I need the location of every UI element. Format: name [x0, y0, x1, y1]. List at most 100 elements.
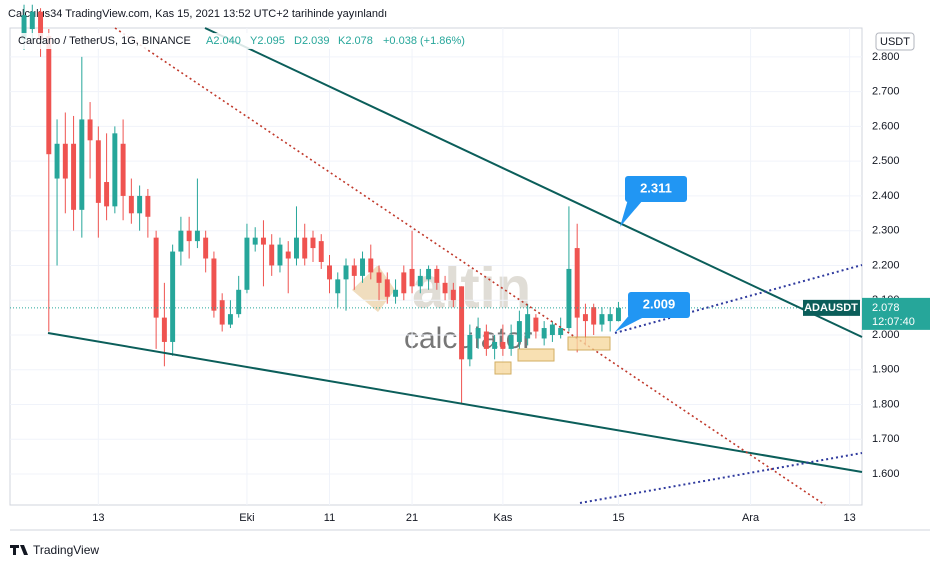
candle-body [566, 268, 572, 329]
candle-body [120, 143, 126, 196]
candle-body [62, 143, 68, 179]
candle-body [203, 237, 209, 259]
candle-body [260, 237, 266, 245]
y-tick-label: 2.800 [872, 51, 900, 63]
zone-box [494, 361, 512, 375]
candle-body [376, 272, 382, 283]
callout-pointer [620, 196, 643, 227]
x-tick-label: 13 [843, 512, 855, 524]
y-tick-label: 2.600 [872, 120, 900, 132]
legend-change: +0.038 (+1.86%) [383, 35, 465, 47]
candle-body [21, 15, 27, 40]
candle-body [615, 307, 621, 322]
candle-body [401, 272, 407, 294]
y-tick-label: 2.400 [872, 190, 900, 202]
candle-body [450, 289, 456, 301]
price-box [862, 297, 930, 330]
x-tick-label: Eki [239, 512, 254, 524]
trend-line [204, 27, 863, 338]
callout-box [625, 176, 687, 202]
candle-body [459, 286, 465, 360]
symbol-box [803, 299, 860, 316]
candle-body [194, 230, 200, 242]
candle-body [145, 195, 151, 217]
candle-body [426, 268, 432, 280]
candle-body [95, 140, 101, 203]
plot-frame [9, 27, 863, 506]
candle-body [318, 241, 324, 262]
footer: TradingView [33, 543, 99, 557]
callout-box [628, 292, 690, 318]
candle-body [71, 143, 77, 210]
y-tick-label: 1.900 [872, 364, 900, 376]
candle-body [434, 268, 440, 283]
candle-body [112, 133, 118, 207]
x-tick-label: 11 [324, 512, 335, 524]
candle-body [178, 230, 184, 252]
candle-body [516, 321, 522, 342]
x-tick-label: 13 [92, 512, 104, 524]
candle-body [54, 143, 60, 179]
candle-body [467, 334, 473, 360]
candle-body [607, 314, 613, 322]
candle-body [549, 324, 555, 335]
drawings [47, 27, 863, 506]
candle-body [360, 258, 365, 276]
candle-body [599, 314, 605, 325]
candle-body [104, 182, 110, 207]
candle-body [500, 341, 506, 349]
candle-body [533, 317, 539, 332]
legend-low: D2.039 [294, 35, 329, 47]
currency-box [875, 32, 915, 51]
candle-body [475, 328, 481, 339]
tv-logo [10, 545, 28, 555]
candle-body [277, 244, 283, 266]
candle-body [186, 230, 192, 242]
candle-body [170, 251, 176, 342]
candle-body [269, 244, 275, 266]
candle-body [302, 237, 308, 259]
candle-body [525, 314, 531, 339]
candle-body [492, 341, 498, 349]
candle-body [574, 248, 580, 318]
legend-close: K2.078 [338, 35, 373, 47]
x-tick-label: Ara [742, 512, 760, 524]
y-tick-label: 1.800 [872, 398, 900, 410]
y-tick-label: 2.200 [872, 259, 900, 271]
candle-body [161, 317, 167, 342]
candle-body [79, 119, 85, 210]
candle-body [343, 265, 349, 280]
candle-body [310, 237, 316, 249]
x-tick-label: Kas [493, 512, 512, 524]
marks [10, 4, 862, 505]
candle-body [153, 237, 159, 318]
candle-body [244, 237, 250, 290]
candle-body [294, 237, 299, 259]
candle-body [29, 11, 35, 30]
legend-open: A2.040 [206, 35, 241, 47]
candle-body [368, 258, 374, 273]
candle-body [409, 268, 415, 287]
candle-body [417, 275, 423, 287]
candle-body [128, 195, 134, 214]
y-tick-label: 2.500 [872, 155, 900, 167]
trend-line [47, 332, 863, 473]
candle-body [483, 331, 489, 349]
candle-body [393, 289, 399, 297]
legend-symbol: Cardano / TetherUS, 1G, BINANCE [18, 35, 191, 47]
candle-body [582, 314, 588, 322]
callout-label: 2.009 [643, 296, 676, 311]
x-tick-label: 15 [612, 512, 624, 524]
published-line: Calculus34 TradingView.com, Kas 15, 2021… [8, 8, 387, 20]
symbol-label: ADAUSDT [804, 302, 858, 314]
zone-box [517, 348, 555, 362]
y-tick-label: 2.700 [872, 86, 900, 98]
candle-body [285, 251, 291, 259]
candle-body [327, 265, 332, 280]
candle-body [252, 237, 258, 245]
candle-body [558, 328, 564, 335]
price: 2.078 [872, 302, 900, 314]
candle-body [351, 265, 357, 276]
candle-body [87, 119, 93, 141]
